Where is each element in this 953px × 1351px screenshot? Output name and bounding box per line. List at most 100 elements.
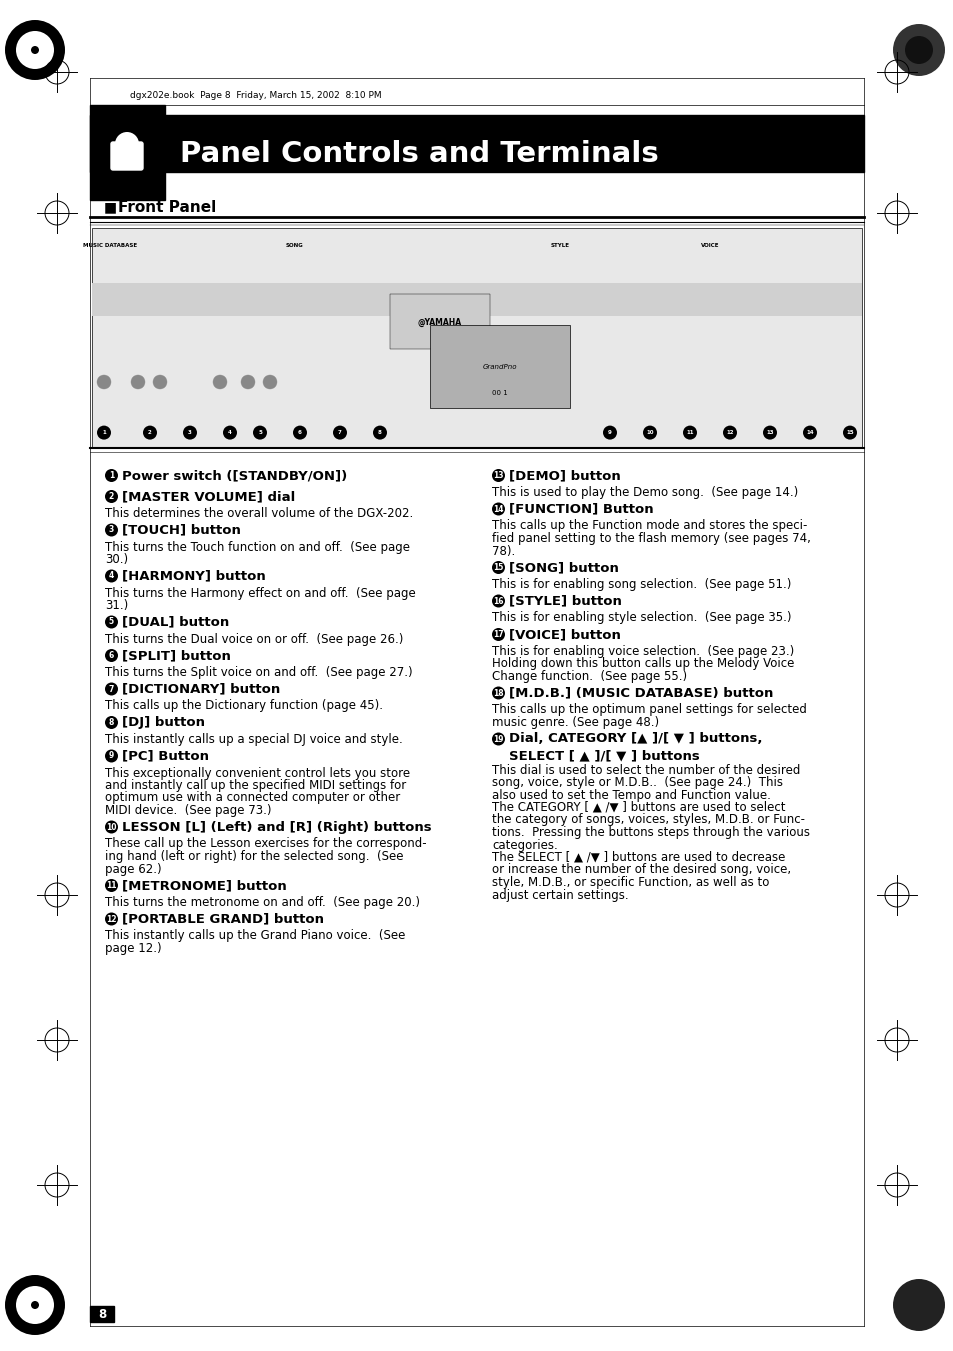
Text: ■: ■ bbox=[104, 200, 117, 213]
Text: This instantly calls up a special DJ voice and style.: This instantly calls up a special DJ voi… bbox=[105, 734, 402, 746]
Circle shape bbox=[642, 426, 657, 439]
Text: MIDI device.  (See page 73.): MIDI device. (See page 73.) bbox=[105, 804, 272, 817]
Text: 13: 13 bbox=[493, 471, 503, 480]
Text: [MASTER VOLUME] dial: [MASTER VOLUME] dial bbox=[122, 490, 294, 503]
Text: 00 1: 00 1 bbox=[492, 390, 507, 396]
Text: 9: 9 bbox=[109, 751, 114, 761]
Circle shape bbox=[105, 716, 118, 730]
Text: 11: 11 bbox=[685, 430, 693, 435]
Text: 14: 14 bbox=[493, 504, 503, 513]
Circle shape bbox=[223, 426, 236, 439]
Text: 1: 1 bbox=[102, 430, 106, 435]
Text: This turns the Harmony effect on and off.  (See page: This turns the Harmony effect on and off… bbox=[105, 586, 416, 600]
Bar bbox=[390, 295, 490, 349]
Circle shape bbox=[97, 426, 111, 439]
Text: 10: 10 bbox=[106, 823, 116, 831]
Circle shape bbox=[105, 750, 118, 762]
Text: Holding down this button calls up the Melody Voice: Holding down this button calls up the Me… bbox=[492, 658, 794, 670]
Text: [VOICE] button: [VOICE] button bbox=[509, 628, 620, 640]
Text: page 62.): page 62.) bbox=[105, 862, 161, 875]
Text: This turns the Split voice on and off.  (See page 27.): This turns the Split voice on and off. (… bbox=[105, 666, 413, 680]
Circle shape bbox=[762, 426, 776, 439]
Circle shape bbox=[131, 376, 145, 389]
Text: [M.D.B.] (MUSIC DATABASE) button: [M.D.B.] (MUSIC DATABASE) button bbox=[509, 686, 773, 700]
Text: optimum use with a connected computer or other: optimum use with a connected computer or… bbox=[105, 792, 400, 804]
Text: 15: 15 bbox=[493, 563, 503, 571]
Text: 16: 16 bbox=[493, 597, 503, 605]
Text: 6: 6 bbox=[297, 430, 301, 435]
Circle shape bbox=[105, 616, 118, 628]
Text: 17: 17 bbox=[493, 630, 503, 639]
Text: STYLE: STYLE bbox=[550, 243, 569, 249]
Text: This calls up the Function mode and stores the speci-: This calls up the Function mode and stor… bbox=[492, 520, 806, 532]
Text: 2: 2 bbox=[148, 430, 152, 435]
Circle shape bbox=[152, 376, 167, 389]
Text: VOICE: VOICE bbox=[700, 243, 719, 249]
Text: LESSON [L] (Left) and [R] (Right) buttons: LESSON [L] (Left) and [R] (Right) button… bbox=[122, 820, 431, 834]
Text: The SELECT [ ▲ /▼ ] buttons are used to decrease: The SELECT [ ▲ /▼ ] buttons are used to … bbox=[492, 851, 784, 865]
Text: adjust certain settings.: adjust certain settings. bbox=[492, 889, 628, 901]
Circle shape bbox=[105, 820, 118, 834]
Text: The CATEGORY [ ▲ /▼ ] buttons are used to select: The CATEGORY [ ▲ /▼ ] buttons are used t… bbox=[492, 801, 784, 815]
Circle shape bbox=[105, 490, 118, 503]
Text: page 12.): page 12.) bbox=[105, 942, 161, 955]
Circle shape bbox=[892, 24, 944, 76]
Text: 10: 10 bbox=[645, 430, 653, 435]
Text: This determines the overall volume of the DGX-202.: This determines the overall volume of th… bbox=[105, 507, 413, 520]
Text: Dial, CATEGORY [▲ ]/[ ▼ ] buttons,: Dial, CATEGORY [▲ ]/[ ▼ ] buttons, bbox=[509, 732, 761, 746]
Text: [HARMONY] button: [HARMONY] button bbox=[122, 570, 266, 582]
Circle shape bbox=[333, 426, 347, 439]
Circle shape bbox=[492, 503, 504, 516]
Text: SONG: SONG bbox=[286, 243, 304, 249]
Text: MUSIC DATABASE: MUSIC DATABASE bbox=[83, 243, 137, 249]
Text: 19: 19 bbox=[493, 735, 503, 743]
Text: These call up the Lesson exercises for the correspond-: These call up the Lesson exercises for t… bbox=[105, 838, 426, 851]
Text: categories.: categories. bbox=[492, 839, 558, 851]
Text: 1: 1 bbox=[109, 471, 114, 480]
FancyBboxPatch shape bbox=[111, 142, 143, 170]
Circle shape bbox=[892, 1279, 944, 1331]
Bar bbox=[91, 282, 862, 316]
Circle shape bbox=[492, 594, 504, 608]
Text: 8: 8 bbox=[98, 1308, 106, 1320]
Text: 5: 5 bbox=[109, 617, 114, 627]
Text: tions.  Pressing the buttons steps through the various: tions. Pressing the buttons steps throug… bbox=[492, 825, 809, 839]
Circle shape bbox=[241, 376, 254, 389]
Text: This calls up the optimum panel settings for selected: This calls up the optimum panel settings… bbox=[492, 704, 806, 716]
Text: This calls up the Dictionary function (page 45).: This calls up the Dictionary function (p… bbox=[105, 700, 382, 712]
Circle shape bbox=[115, 132, 139, 155]
Text: This is for enabling style selection.  (See page 35.): This is for enabling style selection. (S… bbox=[492, 612, 791, 624]
Text: 3: 3 bbox=[109, 526, 114, 535]
Text: Panel Controls and Terminals: Panel Controls and Terminals bbox=[180, 141, 659, 168]
Circle shape bbox=[16, 1286, 54, 1324]
Circle shape bbox=[213, 376, 227, 389]
Bar bbox=[90, 105, 165, 200]
Text: SELECT [ ▲ ]/[ ▼ ] buttons: SELECT [ ▲ ]/[ ▼ ] buttons bbox=[509, 750, 699, 762]
Text: [STYLE] button: [STYLE] button bbox=[509, 594, 621, 608]
Text: This turns the metronome on and off.  (See page 20.): This turns the metronome on and off. (Se… bbox=[105, 896, 419, 909]
Text: or increase the number of the desired song, voice,: or increase the number of the desired so… bbox=[492, 863, 790, 877]
Circle shape bbox=[842, 426, 856, 439]
Text: 6: 6 bbox=[109, 651, 114, 661]
Text: 8: 8 bbox=[377, 430, 381, 435]
Circle shape bbox=[30, 1301, 39, 1309]
Text: This is used to play the Demo song.  (See page 14.): This is used to play the Demo song. (See… bbox=[492, 486, 798, 499]
Text: fied panel setting to the flash memory (see pages 74,: fied panel setting to the flash memory (… bbox=[492, 532, 810, 544]
Text: 11: 11 bbox=[106, 881, 116, 890]
Text: Front Panel: Front Panel bbox=[118, 200, 216, 215]
Text: [PORTABLE GRAND] button: [PORTABLE GRAND] button bbox=[122, 912, 324, 925]
Text: This is for enabling song selection.  (See page 51.): This is for enabling song selection. (Se… bbox=[492, 578, 791, 590]
Circle shape bbox=[293, 426, 307, 439]
Text: Change function.  (See page 55.): Change function. (See page 55.) bbox=[492, 670, 686, 684]
Text: [PC] Button: [PC] Button bbox=[122, 750, 209, 762]
Circle shape bbox=[105, 912, 118, 925]
Circle shape bbox=[97, 376, 111, 389]
Text: 15: 15 bbox=[845, 430, 853, 435]
Circle shape bbox=[373, 426, 387, 439]
Circle shape bbox=[492, 732, 504, 746]
Circle shape bbox=[5, 20, 65, 80]
Text: music genre. (See page 48.): music genre. (See page 48.) bbox=[492, 716, 659, 730]
Text: [DICTIONARY] button: [DICTIONARY] button bbox=[122, 682, 280, 696]
Text: 5: 5 bbox=[258, 430, 262, 435]
Text: This instantly calls up the Grand Piano voice.  (See: This instantly calls up the Grand Piano … bbox=[105, 929, 405, 943]
